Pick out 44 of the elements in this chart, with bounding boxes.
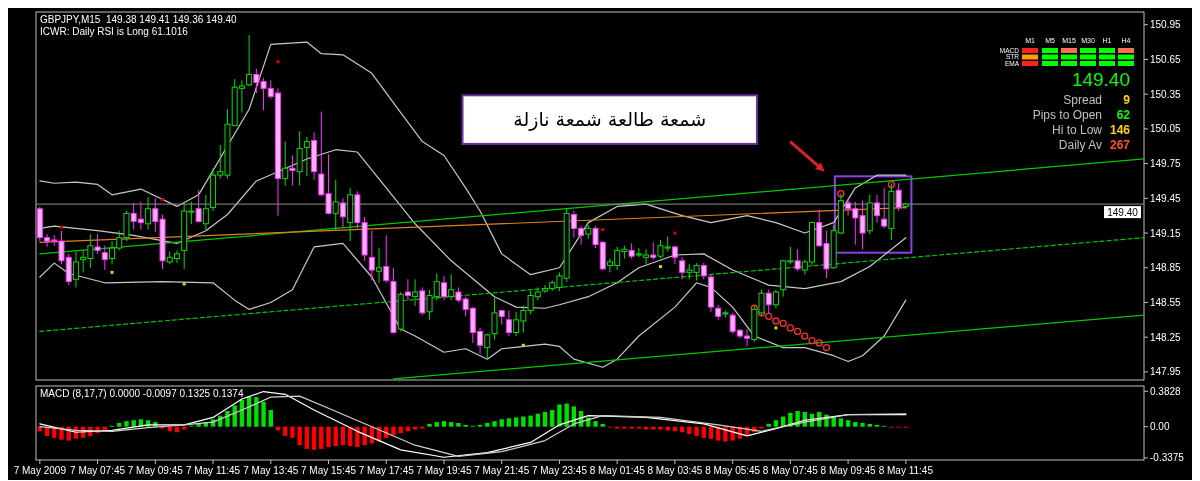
y-tick-label: 150.35: [1150, 88, 1182, 100]
x-tick-label: 8 May 05:45: [705, 465, 761, 476]
y-tick-label: 0.00: [1150, 421, 1170, 433]
y-tick-label: 147.95: [1150, 366, 1182, 378]
annotation: Daily Av: [1058, 138, 1102, 152]
x-tick-label: 8 May 11:45: [878, 465, 934, 476]
x-tick-label: 7 May 2009: [13, 465, 67, 476]
y-tick-label: 148.85: [1150, 262, 1182, 274]
y-tick-label: 148.25: [1150, 331, 1182, 343]
annotation: Pips to Open: [1032, 108, 1102, 122]
chart-title: GBPJPY,M15 149.38 149.41 149.36 149.40: [40, 14, 238, 25]
y-tick-label: 149.45: [1150, 192, 1182, 204]
x-tick-label: 8 May 01:45: [589, 465, 646, 476]
x-tick-label: 7 May 09:45: [127, 465, 184, 476]
x-tick-label: 7 May 21:45: [474, 465, 530, 476]
x-tick-label: 7 May 23:45: [531, 465, 588, 476]
y-tick-label: 149.15: [1150, 227, 1182, 239]
annotation: 149.40: [1071, 69, 1130, 90]
annotation: 62: [1116, 108, 1131, 122]
annotation: Spread: [1063, 93, 1102, 107]
x-tick-label: 7 May 13:45: [243, 465, 299, 476]
x-tick-label: 7 May 11:45: [185, 465, 241, 476]
annotation: شمعة طالعة شمعة نازلة: [513, 108, 707, 132]
x-tick-label: 8 May 03:45: [647, 465, 703, 476]
annotation: 9: [1123, 93, 1131, 107]
y-tick-label: 0.3828: [1150, 385, 1182, 397]
annotation: Hi to Low: [1051, 123, 1103, 137]
x-tick-label: 8 May 07:45: [762, 465, 819, 476]
y-tick-label: 150.95: [1150, 19, 1182, 31]
y-tick-label: 148.55: [1150, 296, 1182, 308]
x-tick-label: 7 May 17:45: [358, 465, 415, 476]
ref-line-label: 149.40: [1107, 206, 1139, 218]
x-tick-label: 7 May 07:45: [70, 465, 126, 476]
y-tick-label: 150.05: [1150, 123, 1182, 135]
y-tick-label: -0.3375: [1150, 452, 1185, 464]
y-tick-label: 150.65: [1150, 53, 1182, 65]
x-tick-label: 8 May 09:45: [820, 465, 877, 476]
x-tick-label: 7 May 19:45: [416, 465, 472, 476]
chart-title: MACD (8,17,7) 0.0000 -0.0097 0.1325 0.1374: [40, 388, 244, 399]
annotation: 267: [1109, 138, 1131, 152]
y-tick-label: 149.75: [1150, 158, 1182, 170]
annotation: 146: [1109, 123, 1131, 137]
text: ICWR: Daily RSI is Long 61.1016: [40, 26, 189, 37]
x-tick-label: 7 May 15:45: [300, 465, 357, 476]
